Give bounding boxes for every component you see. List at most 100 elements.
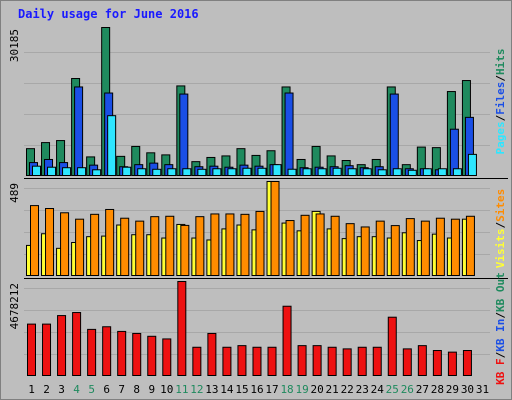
sites-bar [150,216,160,277]
kbf-bar [447,351,457,376]
x-tick-label: 15 [235,383,248,396]
pages-bar [47,166,57,176]
pages-bar [272,164,282,177]
kbf-bar [432,350,442,377]
x-tick-label: 4 [73,383,80,396]
x-tick-label: 16 [250,383,263,396]
x-tick-label: 22 [341,383,354,396]
x-tick-label: 9 [148,383,155,396]
pages-bar [182,168,192,176]
x-tick-label: 12 [190,383,203,396]
pages-bar [212,168,222,176]
pages-bar [332,167,342,176]
x-tick-label: 14 [220,383,234,396]
y-max-label-visits: 489 [8,183,21,203]
x-tick-label: 28 [431,383,444,396]
sites-bar [195,216,205,277]
sites-bar [315,213,325,276]
pages-bar [302,168,312,176]
sites-bar [345,223,355,277]
kbf-bar [417,345,427,377]
x-tick-label: 18 [280,383,293,396]
x-tick-label: 23 [356,383,369,396]
pages-bar [257,167,267,176]
kbf-bar [102,326,112,376]
pages-bar [347,168,357,176]
legend-entry: Visits [494,229,507,269]
kbf-bar [222,346,232,376]
x-tick-label: 25 [386,383,399,396]
pages-bar [227,168,237,176]
x-tick-label: 8 [133,383,140,396]
pages-bar [437,168,447,176]
legend-entry: Hits [494,49,507,76]
files-bar [179,93,189,176]
sites-bar [120,217,130,276]
pages-bar [287,168,297,176]
sites-bar [240,213,250,276]
legend-entry: Sites [494,189,507,222]
kbf-bar [87,328,97,376]
pages-bar [362,168,372,176]
kbf-bar [387,316,397,376]
x-tick-label: 2 [43,383,50,396]
kbf-bar [162,338,172,376]
x-tick-label: 6 [103,383,110,396]
pages-bar [107,115,117,177]
sites-bar [450,218,460,276]
sites-bar [285,220,295,276]
sites-bar [135,220,145,276]
sites-bar [225,213,235,276]
files-bar [284,92,294,176]
kbf-bar [327,346,337,376]
x-tick-label: 5 [88,383,95,396]
x-tick-label: 27 [416,383,429,396]
kbf-bar [372,346,382,376]
legend-hits: Pages/Files/Hits [494,49,507,155]
x-tick-label: 13 [205,383,218,396]
sites-bar [255,210,265,276]
kbf-bar [237,345,247,377]
x-tick-label: 7 [118,383,125,396]
sites-bar [180,224,190,276]
sites-bar [105,208,115,276]
kbf-bar [282,305,292,377]
pages-bar [92,169,102,176]
sites-bar [45,208,55,276]
legend-entry: / [494,312,507,319]
pages-bar [137,168,147,176]
legend-visits: Visits/Sites [494,189,507,269]
sites-bar [420,220,430,276]
kbf-bar [57,315,67,376]
kbf-bar [462,350,472,377]
sites-bar [270,181,280,276]
legend-entry: KB F [494,358,507,385]
x-tick-label: 29 [446,383,459,396]
legend-entry: / [494,351,507,358]
kbf-bar [252,346,262,376]
kbf-bar [207,332,217,377]
kbf-bar [402,348,412,376]
pages-bar [452,168,462,176]
sites-bar [60,212,70,277]
x-tick-label: 20 [311,383,324,396]
kbf-bar [342,348,352,376]
x-tick-label: 21 [326,383,339,396]
pages-bar [317,168,327,176]
x-tick-label: 31 [476,383,489,396]
legend-entry: KB Out [494,272,507,312]
x-tick-label: 10 [160,383,173,396]
x-tick-label: 30 [461,383,474,396]
pages-bar [152,168,162,176]
legend-entry: / [494,222,507,229]
sites-bar [75,218,85,276]
pages-bar [407,169,417,176]
kbf-bar [132,332,142,377]
pages-bar [422,168,432,176]
kbf-bar [192,346,202,376]
legend-entry: / [494,75,507,82]
sites-bar [405,218,415,276]
sites-bar [90,213,100,276]
